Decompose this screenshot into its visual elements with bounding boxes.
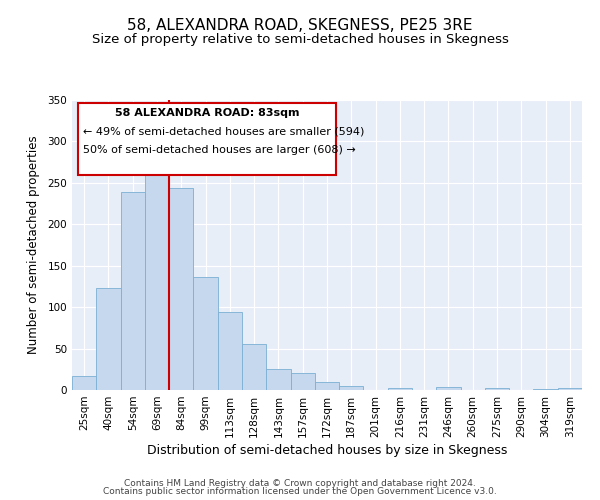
Bar — [145, 176, 169, 390]
Text: 58, ALEXANDRA ROAD, SKEGNESS, PE25 3RE: 58, ALEXANDRA ROAD, SKEGNESS, PE25 3RE — [127, 18, 473, 32]
Bar — [242, 344, 266, 390]
Bar — [339, 386, 364, 390]
Bar — [558, 388, 582, 390]
Bar — [485, 388, 509, 390]
Bar — [72, 376, 96, 390]
Bar — [96, 288, 121, 390]
Bar — [436, 386, 461, 390]
Bar — [121, 192, 145, 390]
Text: ← 49% of semi-detached houses are smaller (594): ← 49% of semi-detached houses are smalle… — [83, 126, 364, 136]
Bar — [193, 278, 218, 390]
Bar — [388, 388, 412, 390]
Text: Size of property relative to semi-detached houses in Skegness: Size of property relative to semi-detach… — [92, 32, 508, 46]
Bar — [290, 374, 315, 390]
Bar — [533, 389, 558, 390]
Bar — [169, 188, 193, 390]
Bar — [218, 312, 242, 390]
Bar — [266, 370, 290, 390]
Y-axis label: Number of semi-detached properties: Number of semi-detached properties — [28, 136, 40, 354]
Text: Contains HM Land Registry data © Crown copyright and database right 2024.: Contains HM Land Registry data © Crown c… — [124, 478, 476, 488]
Text: 50% of semi-detached houses are larger (608) →: 50% of semi-detached houses are larger (… — [83, 145, 356, 155]
Text: Contains public sector information licensed under the Open Government Licence v3: Contains public sector information licen… — [103, 487, 497, 496]
X-axis label: Distribution of semi-detached houses by size in Skegness: Distribution of semi-detached houses by … — [147, 444, 507, 457]
Text: 58 ALEXANDRA ROAD: 83sqm: 58 ALEXANDRA ROAD: 83sqm — [115, 108, 299, 118]
Bar — [315, 382, 339, 390]
